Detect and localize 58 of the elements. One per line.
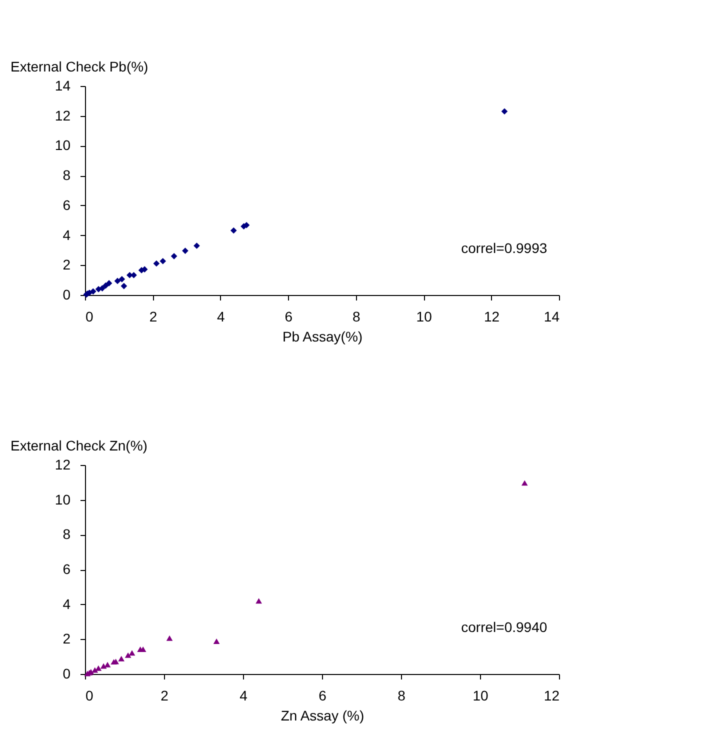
y-axis-title: External Check Zn(%)	[10, 438, 148, 454]
y-tick-label: 0	[62, 286, 71, 302]
annotation: correl=0.9993	[461, 240, 548, 256]
point	[170, 253, 178, 260]
point	[118, 276, 126, 282]
y-tick-label: 12	[54, 456, 71, 472]
y-tick-label: 6	[62, 196, 71, 213]
point	[102, 282, 109, 289]
y-tick-label: 2	[62, 256, 71, 273]
y-tick-label: 6	[62, 561, 71, 577]
y-tick-label: 2	[62, 630, 71, 647]
x-tick-label: 12	[484, 308, 500, 324]
point	[128, 650, 136, 656]
point	[118, 656, 124, 662]
x-tick-label: 4	[217, 308, 226, 324]
y-tick-label: 8	[62, 167, 71, 184]
point	[160, 258, 166, 264]
y-tick-label: 14	[54, 78, 71, 94]
x-tick-label: 4	[240, 688, 248, 704]
x-tick-label: 10	[472, 688, 488, 704]
y-tick-label: 0	[62, 666, 71, 682]
x-tick-label: 0	[86, 688, 94, 704]
point	[521, 480, 528, 486]
point	[501, 108, 508, 115]
x-tick-label: 6	[284, 308, 293, 324]
annotation: correl=0.9940	[461, 619, 548, 636]
x-tick-label: 12	[544, 688, 560, 704]
x-tick-label: 2	[160, 688, 169, 704]
y-tick-label: 12	[54, 107, 71, 124]
x-tick-label: 2	[149, 308, 158, 324]
point	[153, 260, 160, 267]
y-tick-label: 10	[54, 491, 71, 508]
point	[124, 652, 132, 658]
x-tick-label: 6	[318, 688, 327, 704]
point	[182, 248, 188, 254]
point	[104, 662, 111, 668]
x-tick-label: 8	[352, 308, 360, 324]
point	[230, 227, 237, 234]
y-tick-label: 4	[62, 226, 71, 243]
point	[95, 286, 102, 292]
x-tick-label: 8	[398, 688, 406, 704]
y-axis-title: External Check Pb(%)	[10, 58, 148, 74]
point	[213, 638, 220, 644]
x-tick-label: 14	[544, 308, 560, 324]
point	[166, 635, 173, 641]
y-tick-label: 10	[54, 137, 71, 154]
y-tick-label: 8	[62, 526, 71, 542]
x-axis-title: Zn Assay (%)	[280, 708, 364, 724]
point	[100, 663, 107, 669]
point	[120, 282, 128, 290]
point	[194, 242, 200, 249]
x-axis-title: Pb Assay(%)	[282, 328, 363, 344]
point	[256, 598, 262, 604]
x-tick-label: 0	[86, 308, 94, 324]
x-tick-label: 10	[416, 308, 432, 324]
y-tick-label: 4	[62, 596, 71, 612]
point	[114, 278, 121, 284]
point	[126, 272, 133, 278]
